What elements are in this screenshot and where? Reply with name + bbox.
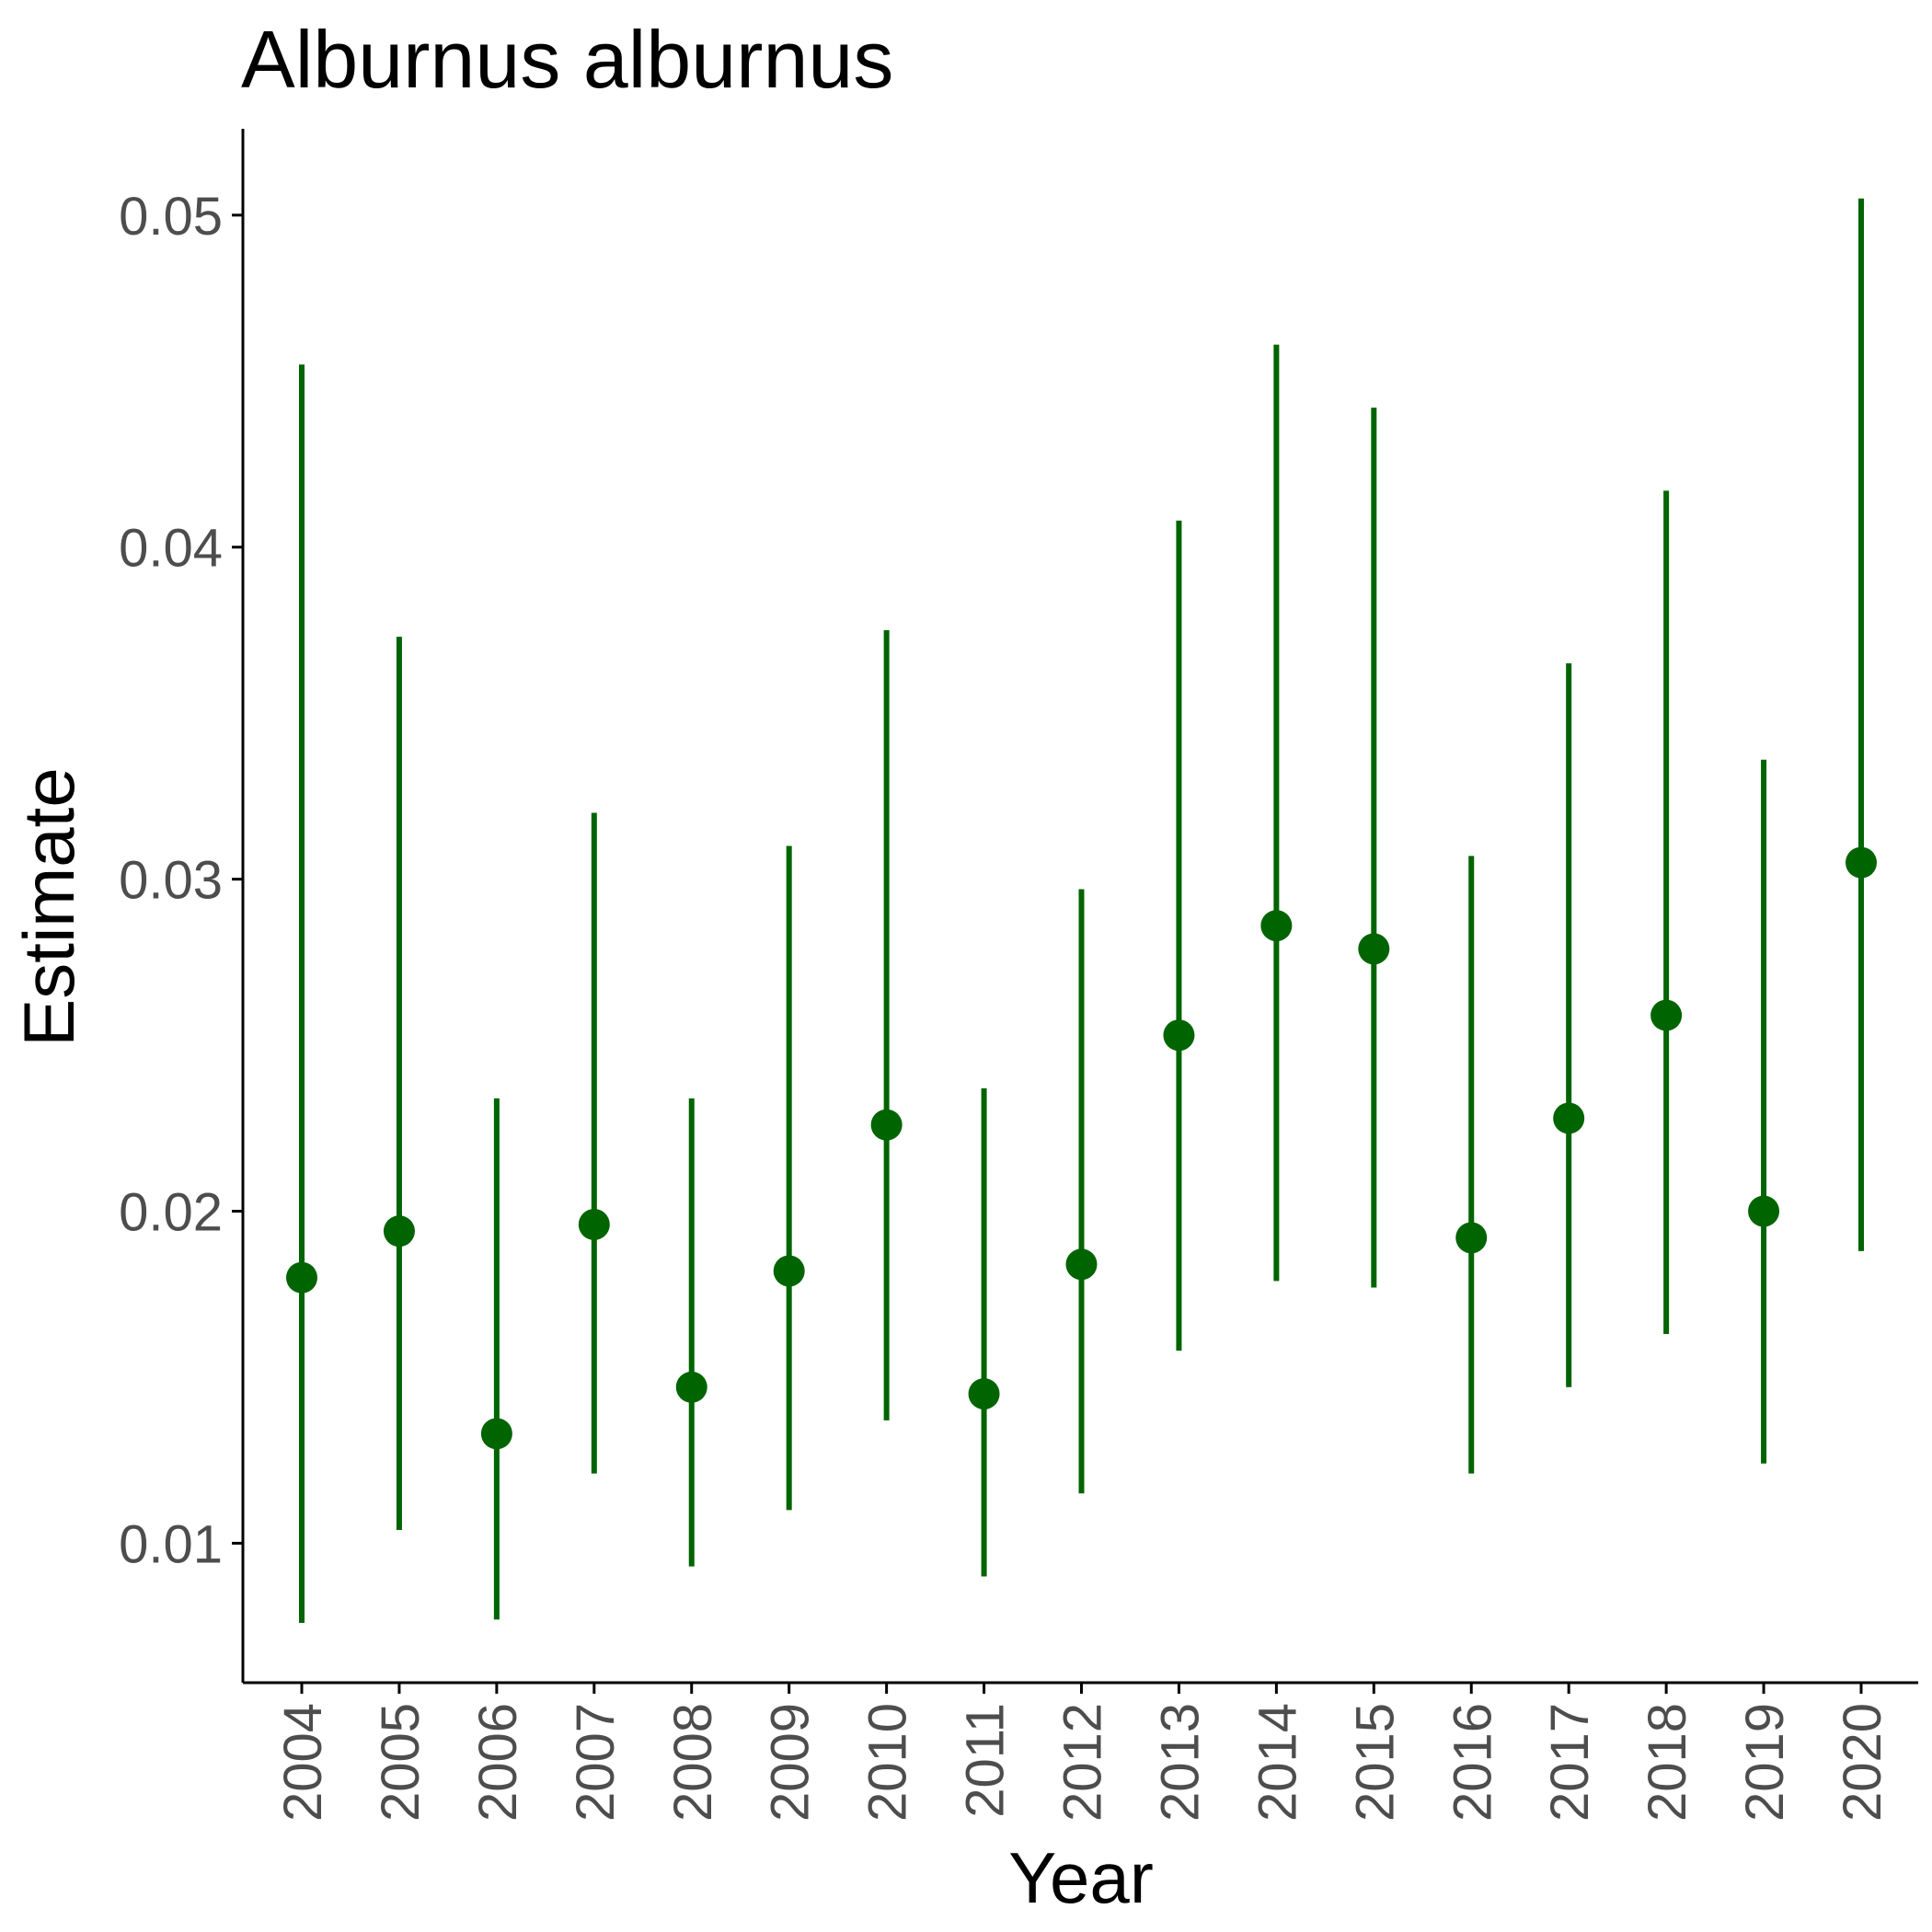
estimate-point-2010 — [870, 1109, 903, 1141]
x-tick-label: 2005 — [371, 1703, 431, 1822]
y-axis-ticks: 0.01 0.02 0.03 0.04 0.05 — [119, 187, 243, 1574]
data-marks — [286, 198, 1877, 1624]
estimate-point-2011 — [968, 1378, 1000, 1410]
estimate-point-2006 — [480, 1418, 512, 1450]
estimate-point-2012 — [1065, 1248, 1098, 1281]
y-tick-label: 0.05 — [119, 187, 223, 247]
x-tick-label: 2006 — [468, 1703, 528, 1822]
y-tick-label: 0.03 — [119, 851, 223, 911]
x-tick-label: 2007 — [566, 1703, 626, 1822]
x-axis-ticks: 2004 2005 2006 2007 2008 2009 2010 2011 2012 2013… — [273, 1683, 1892, 1822]
x-axis-title: Year — [1008, 1837, 1154, 1918]
x-tick-label: 2017 — [1540, 1703, 1600, 1822]
estimate-point-2020 — [1846, 846, 1877, 879]
estimate-point-2018 — [1650, 999, 1683, 1031]
x-tick-label: 2008 — [663, 1703, 723, 1822]
estimate-point-2004 — [286, 1261, 317, 1294]
estimate-point-2015 — [1358, 933, 1390, 965]
x-tick-label: 2019 — [1735, 1703, 1795, 1822]
x-tick-label: 2011 — [956, 1703, 1016, 1818]
estimate-point-2009 — [773, 1255, 805, 1287]
y-tick-label: 0.04 — [119, 519, 223, 579]
y-tick-label: 0.02 — [119, 1183, 223, 1243]
x-tick-label: 2018 — [1638, 1703, 1697, 1822]
estimate-point-2014 — [1260, 910, 1293, 942]
x-tick-label: 2009 — [761, 1703, 821, 1822]
x-tick-label: 2012 — [1053, 1703, 1113, 1822]
estimate-point-2007 — [578, 1208, 610, 1240]
estimate-point-2016 — [1455, 1222, 1488, 1254]
x-tick-label: 2016 — [1443, 1703, 1502, 1822]
chart-title: Alburnus alburnus — [241, 14, 893, 105]
y-tick-label: 0.01 — [119, 1514, 223, 1574]
estimate-point-2008 — [675, 1371, 707, 1403]
estimate-point-2019 — [1748, 1195, 1780, 1227]
x-tick-label: 2015 — [1345, 1703, 1405, 1822]
x-tick-label: 2014 — [1248, 1703, 1307, 1822]
estimate-point-2005 — [383, 1215, 415, 1248]
x-tick-label: 2004 — [273, 1703, 333, 1822]
x-tick-label: 2010 — [858, 1703, 918, 1822]
estimate-point-2017 — [1553, 1102, 1585, 1134]
y-axis-title: Estimate — [8, 767, 89, 1046]
x-tick-label: 2020 — [1833, 1703, 1892, 1822]
x-tick-label: 2013 — [1150, 1703, 1210, 1822]
estimate-point-2013 — [1163, 1019, 1195, 1052]
